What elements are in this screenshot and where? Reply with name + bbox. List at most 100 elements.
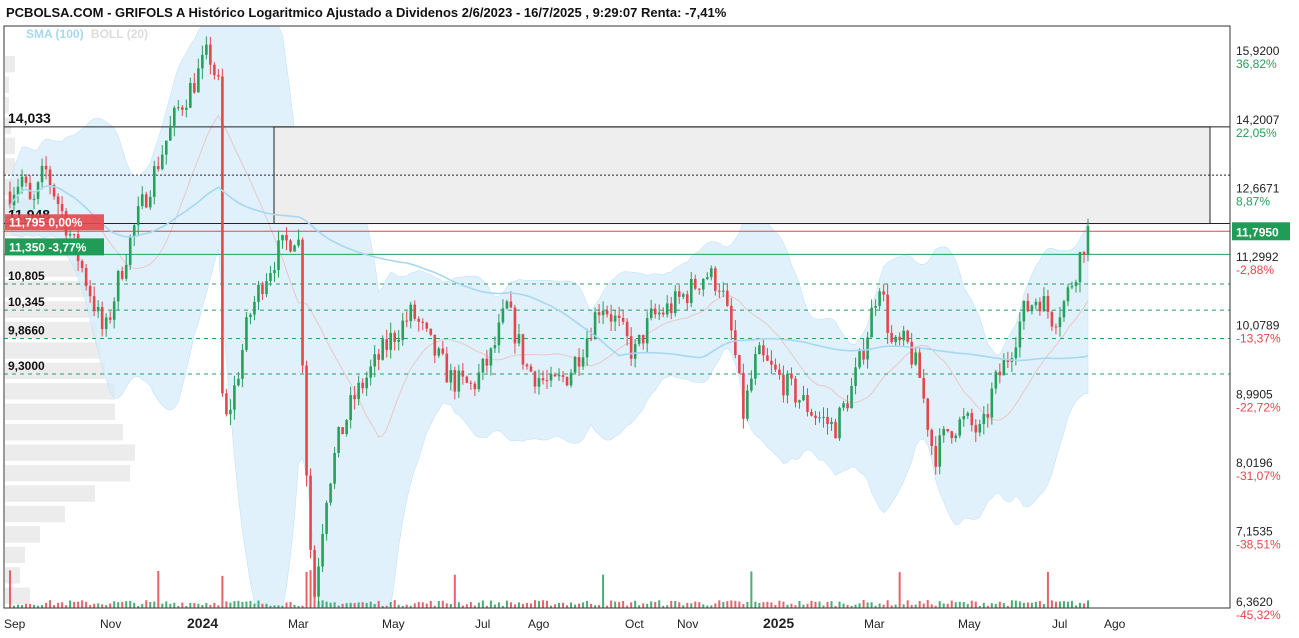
volume-bar [485,605,488,608]
candle-body [810,411,813,416]
volume-bar [590,603,593,608]
candle-body [878,291,881,306]
candle-body [886,294,889,333]
candle-body [778,369,781,375]
candle-body [966,413,970,417]
candle-body [1038,301,1042,312]
candle-body [902,330,905,341]
candle-body [970,413,974,426]
volume-bar [618,602,621,608]
candle-body [389,332,393,350]
candle-body [461,370,465,377]
volume-bar [241,601,244,608]
volume-bar [537,601,540,608]
candle-body [509,301,513,308]
level-label: 9,8660 [8,324,45,338]
left-red-tag-label: 11,795 0,00% [9,215,83,229]
bollinger-band-area [9,25,1089,609]
candle-body [152,166,156,197]
candle-body [221,76,224,394]
volume-bar [341,603,344,608]
y-tick-label: 7,1535 [1236,525,1273,539]
volume-bar [790,603,793,608]
candle-body [241,349,244,379]
candle-body [345,420,348,435]
volume-bar [1010,600,1013,608]
y-tick-percent: -45,32% [1236,608,1281,622]
candle-body [629,336,633,359]
volume-bars [9,570,1089,608]
volume-bar [385,605,388,608]
volume-bar [377,600,380,608]
candle-body [156,166,160,170]
candle-body [962,416,966,420]
candle-body [116,270,120,302]
candle-body [533,371,537,387]
left-green-tag-label: 11,350 -3,77% [9,240,87,254]
candle-body [541,378,545,381]
candle-body [942,428,946,436]
volume-bar [982,602,985,608]
candle-body [1050,311,1054,327]
volume-bar [750,571,753,608]
candle-body [577,357,581,367]
candle-body [201,54,204,69]
volume-bar [1074,605,1077,608]
x-tick-label: 2025 [763,615,794,631]
volume-bar [798,600,801,608]
candle-body [437,348,441,356]
legend-boll[interactable]: BOLL (20) [90,27,149,41]
candle-body [710,268,713,278]
volume-bar [778,600,781,608]
volume-bar [794,605,797,608]
candle-body [589,338,593,340]
candle-body [361,382,364,389]
candle-body [120,270,124,279]
legend-sma[interactable]: SMA (100) [26,27,84,41]
volume-bar [73,601,76,608]
candle-body [48,169,52,186]
candle-body [742,372,745,419]
volume-bar [333,602,336,608]
volume-bar [602,574,605,608]
volume-bar [1078,602,1081,608]
volume-bar [345,603,348,608]
volume-profile-bar [5,342,100,359]
volume-bar [433,605,436,608]
candle-body [225,393,228,415]
volume-bar [966,603,969,608]
volume-bar [293,604,296,608]
volume-profile-bar [5,403,115,420]
volume-bar [105,605,108,608]
candle-body [685,294,689,304]
volume-bar [545,600,548,608]
volume-bar [718,600,721,608]
current-price-label: 11,7950 [1236,225,1279,239]
volume-bar [598,604,601,608]
candle-body [140,194,144,207]
volume-bar [974,601,977,608]
candle-body [593,312,597,340]
candle-body [96,306,100,312]
candle-body [617,315,621,318]
volume-bar [489,600,492,608]
volume-bar [834,605,837,608]
candle-body [337,427,340,453]
candle-body [746,390,749,419]
sma-line [9,185,1089,362]
volume-bar [726,601,729,608]
candle-body [401,320,405,340]
candle-body [565,376,569,386]
x-axis: Sep Nov 2024 Mar May Jul Ago Oct Nov 2025 Mar May Ju… [4,615,1126,631]
volume-bar [201,605,204,608]
volume-bar [1054,601,1057,608]
volume-bar [998,601,1001,608]
level-label: 14,033 [8,110,51,126]
volume-profile-bar [5,526,40,543]
volume-bar [277,605,280,608]
candle-body [1002,359,1006,376]
plot-frame [3,25,1231,609]
candle-body [1014,347,1018,359]
candle-body [786,373,789,396]
